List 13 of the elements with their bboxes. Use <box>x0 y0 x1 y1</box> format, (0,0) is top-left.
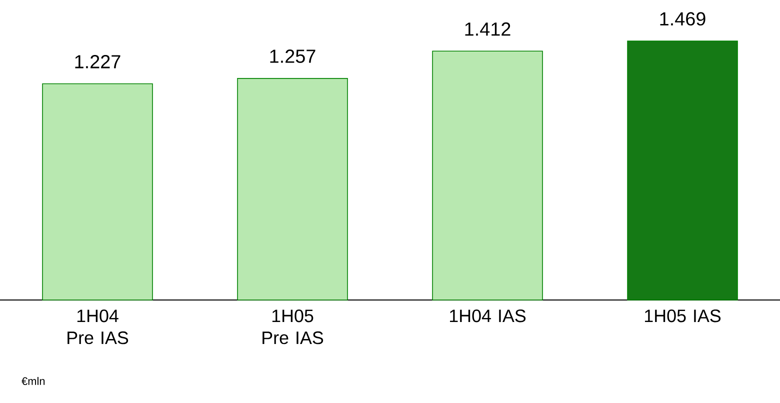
bar <box>627 40 738 300</box>
data-label: 1.412 <box>465 22 510 36</box>
data-label: 1.257 <box>270 50 316 63</box>
x-tick-label: 1H05 Pre IAS <box>262 310 324 344</box>
x-tick-label: 1H04 Pre IAS <box>68 310 128 344</box>
bar <box>42 83 153 300</box>
x-tick-label: 1H05 IAS <box>644 310 721 322</box>
x-tick-label: 1H04 IAS <box>450 310 526 322</box>
data-label: 1.227 <box>75 54 120 68</box>
data-label: 1.469 <box>660 12 706 26</box>
bar <box>237 78 348 300</box>
bar <box>432 50 543 300</box>
text: €mln <box>22 376 45 386</box>
